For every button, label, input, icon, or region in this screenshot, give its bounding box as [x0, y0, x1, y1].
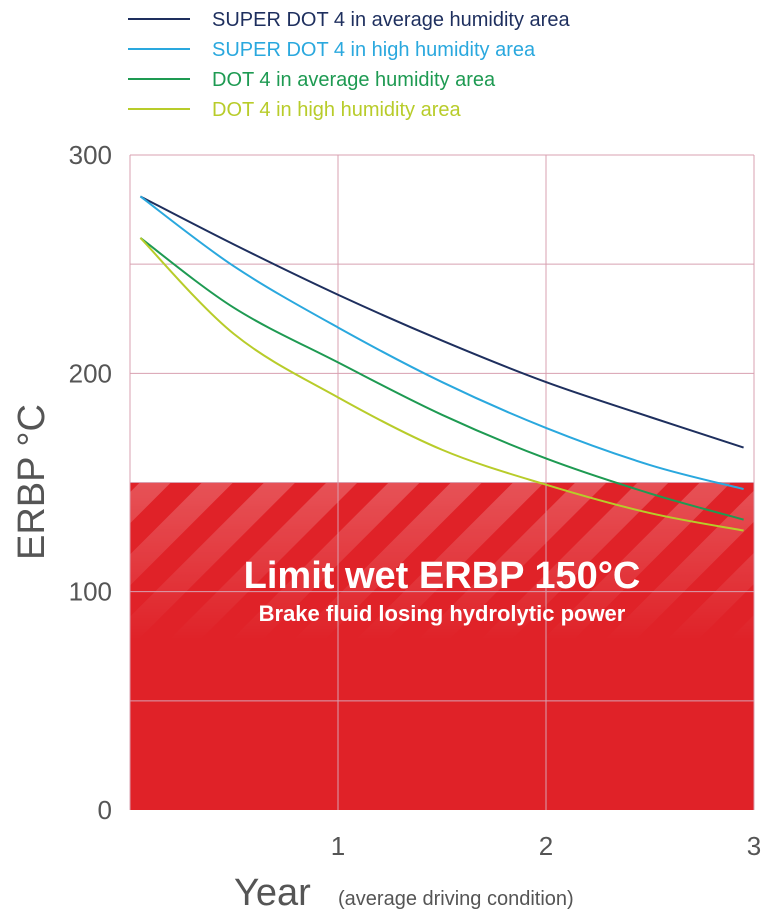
x-tick-label: 1	[331, 831, 345, 861]
x-axis-label-note: (average driving condition)	[338, 888, 574, 910]
grid	[129, 154, 755, 810]
x-tick-label: 3	[747, 831, 761, 861]
series-line-1	[139, 195, 744, 449]
legend-label-3: DOT 4 in average humidity area	[212, 69, 496, 91]
x-tick-labels: 1 2 3	[331, 831, 761, 861]
y-tick-label: 0	[98, 795, 112, 825]
legend-label-4: DOT 4 in high humidity area	[212, 99, 462, 121]
series-line-4	[139, 237, 744, 532]
legend-label-1: SUPER DOT 4 in average humidity area	[212, 9, 570, 31]
legend-label-2: SUPER DOT 4 in high humidity area	[212, 39, 536, 61]
y-tick-label: 300	[69, 140, 112, 170]
limit-zone-subtitle: Brake fluid losing hydrolytic power	[259, 601, 626, 626]
x-tick-label: 2	[539, 831, 553, 861]
y-tick-label: 200	[69, 358, 112, 388]
series-line-2	[139, 195, 744, 491]
limit-zone-title: Limit wet ERBP 150°C	[244, 555, 641, 597]
legend: SUPER DOT 4 in average humidity area SUPE…	[128, 9, 570, 121]
series-line-3	[139, 237, 744, 521]
y-tick-labels: 0 100 200 300	[69, 140, 112, 825]
series-lines	[139, 195, 744, 532]
y-tick-label: 100	[69, 577, 112, 607]
limit-zone-stripes	[130, 482, 754, 643]
y-axis-label: ERBP °C	[11, 404, 53, 560]
x-axis-label: Year	[234, 872, 311, 914]
